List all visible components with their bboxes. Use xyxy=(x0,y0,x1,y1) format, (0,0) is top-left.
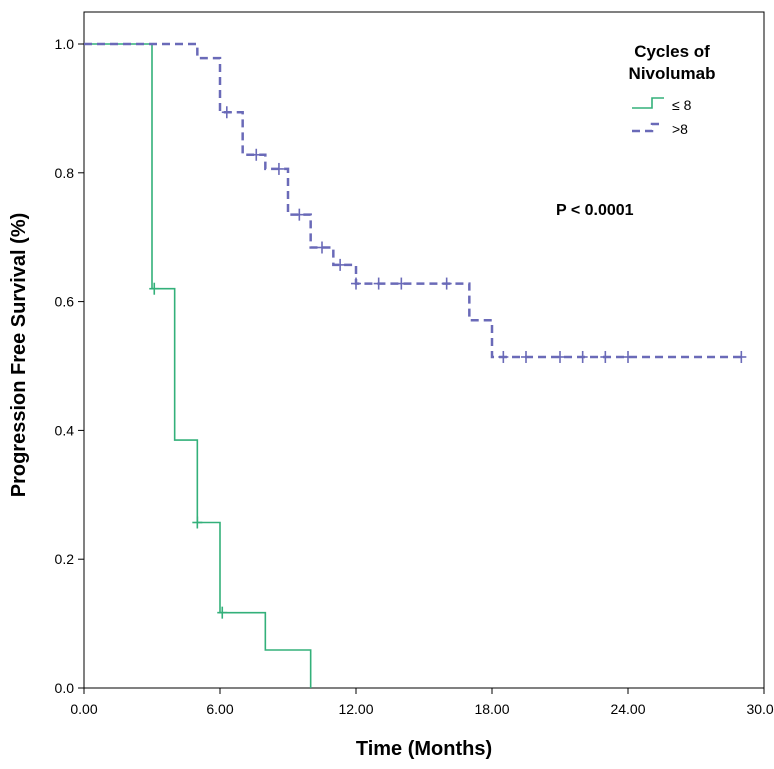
x-tick-label: 12.00 xyxy=(338,701,373,717)
legend: Cycles of Nivolumab ≤ 8 >8 xyxy=(629,42,716,137)
series-line-1 xyxy=(84,42,742,359)
x-tick-label: 24.00 xyxy=(610,701,645,717)
y-axis-title: Progression Free Survival (%) xyxy=(8,213,30,498)
series-layer xyxy=(84,42,747,688)
y-tick-label: 0.8 xyxy=(55,165,75,181)
x-tick-label: 18.00 xyxy=(474,701,509,717)
x-tick-label: 6.00 xyxy=(206,701,233,717)
legend-title-line-1: Cycles of xyxy=(634,42,710,61)
x-axis: 0.00 6.00 12.00 18.00 24.00 30.00 xyxy=(70,688,774,717)
x-axis-title: Time (Months) xyxy=(356,738,492,760)
x-tick-label: 30.00 xyxy=(746,701,774,717)
legend-swatch-gt8 xyxy=(632,122,664,133)
legend-label-le8: ≤ 8 xyxy=(672,97,692,113)
y-tick-label: 1.0 xyxy=(55,36,75,52)
legend-label-gt8: >8 xyxy=(672,121,688,137)
y-axis: 0.0 0.2 0.4 0.6 0.8 1.0 xyxy=(55,36,84,696)
y-tick-label: 0.6 xyxy=(55,294,75,310)
x-tick-label: 0.00 xyxy=(70,701,97,717)
legend-title-line-2: Nivolumab xyxy=(629,64,716,83)
series-line-0 xyxy=(84,43,312,688)
y-tick-label: 0.4 xyxy=(55,422,75,438)
y-tick-label: 0.0 xyxy=(55,680,75,696)
legend-swatch-le8 xyxy=(632,97,664,109)
p-value-annotation: P < 0.0001 xyxy=(556,202,634,219)
plot-frame xyxy=(83,11,765,689)
y-tick-label: 0.2 xyxy=(55,551,75,567)
